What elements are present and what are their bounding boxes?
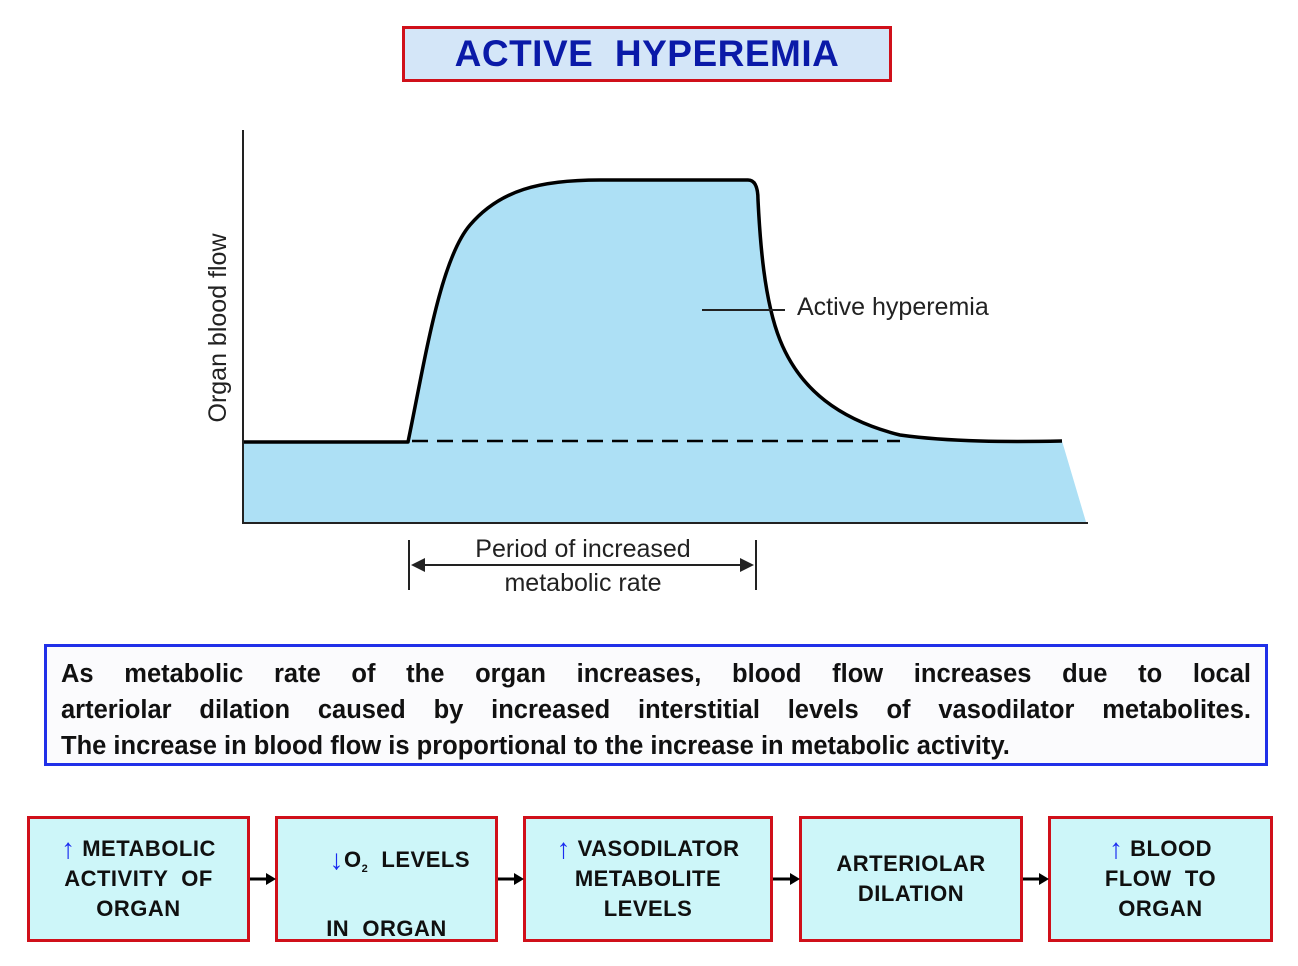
- connector-arrow-2: [498, 873, 524, 885]
- up-arrow-icon: ↑: [1108, 833, 1124, 864]
- hyperemia-graph: Organ blood flow Active hyperemia Period…: [204, 130, 1088, 597]
- description-line-1: As metabolic rate of the organ increases…: [61, 660, 1251, 688]
- period-label-line1: Period of increased: [475, 535, 690, 563]
- y-axis-label: Organ blood flow: [204, 233, 232, 423]
- flow-box-3-line-2: METABOLITE: [574, 866, 722, 891]
- title-box: ACTIVE HYPEREMIA: [402, 26, 892, 82]
- description-line-2: arteriolar dilation caused by increased …: [61, 696, 1251, 724]
- period-arrowhead-left: [411, 558, 425, 572]
- up-arrow-icon: ↑: [556, 833, 571, 864]
- connector-arrow-4: [1023, 873, 1049, 885]
- period-label-line2: metabolic rate: [504, 569, 661, 597]
- flow-box-vasodilator-metabolites: ↑ VASODILATOR METABOLITE LEVELS: [523, 816, 773, 942]
- flow-box-3-line-3: LEVELS: [603, 896, 693, 921]
- page-title: ACTIVE HYPEREMIA: [454, 33, 840, 74]
- description-line-3: The increase in blood flow is proportion…: [61, 732, 1010, 760]
- blood-flow-area: [243, 180, 1086, 522]
- flow-box-2-o: O: [343, 846, 362, 872]
- flow-box-metabolic-activity: ↑ METABOLIC ACTIVITY OF ORGAN: [27, 816, 250, 942]
- description-box: As metabolic rate of the organ increases…: [44, 644, 1268, 766]
- down-arrow-icon: ↓: [329, 843, 344, 875]
- up-arrow-icon: ↑: [61, 833, 76, 864]
- flow-box-3-line-1: VASODILATOR: [577, 836, 740, 861]
- flow-box-5-line-2: FLOW TO: [1104, 866, 1217, 891]
- connector-arrow-3: [773, 873, 800, 885]
- flow-box-1-line-1: METABOLIC: [82, 836, 216, 861]
- flow-box-1-line-3: ORGAN: [96, 896, 181, 921]
- flow-box-2-line-1: LEVELS: [368, 846, 470, 872]
- flow-box-4-line-1: ARTERIOLAR: [836, 851, 986, 876]
- flow-box-arteriolar-dilation: ARTERIOLAR DILATION: [799, 816, 1023, 942]
- curve-label: Active hyperemia: [797, 293, 989, 321]
- flow-box-1-line-2: ACTIVITY OF: [64, 866, 213, 891]
- connector-arrow-1: [250, 873, 276, 885]
- flow-box-5-line-3: ORGAN: [1118, 896, 1203, 921]
- flow-box-2-line-2: IN ORGAN: [326, 915, 447, 941]
- flow-box-4-line-2: DILATION: [857, 881, 965, 906]
- flow-box-blood-flow: ↑ BLOOD FLOW TO ORGAN: [1048, 816, 1273, 942]
- flow-box-5-line-1: BLOOD: [1130, 836, 1213, 861]
- flow-box-2-subscript: 2: [361, 862, 369, 875]
- blood-flow-curve: [243, 178, 1063, 444]
- flow-box-o2-levels: ↓O2 LEVELS IN ORGAN: [275, 816, 498, 942]
- period-arrowhead-right: [740, 558, 754, 572]
